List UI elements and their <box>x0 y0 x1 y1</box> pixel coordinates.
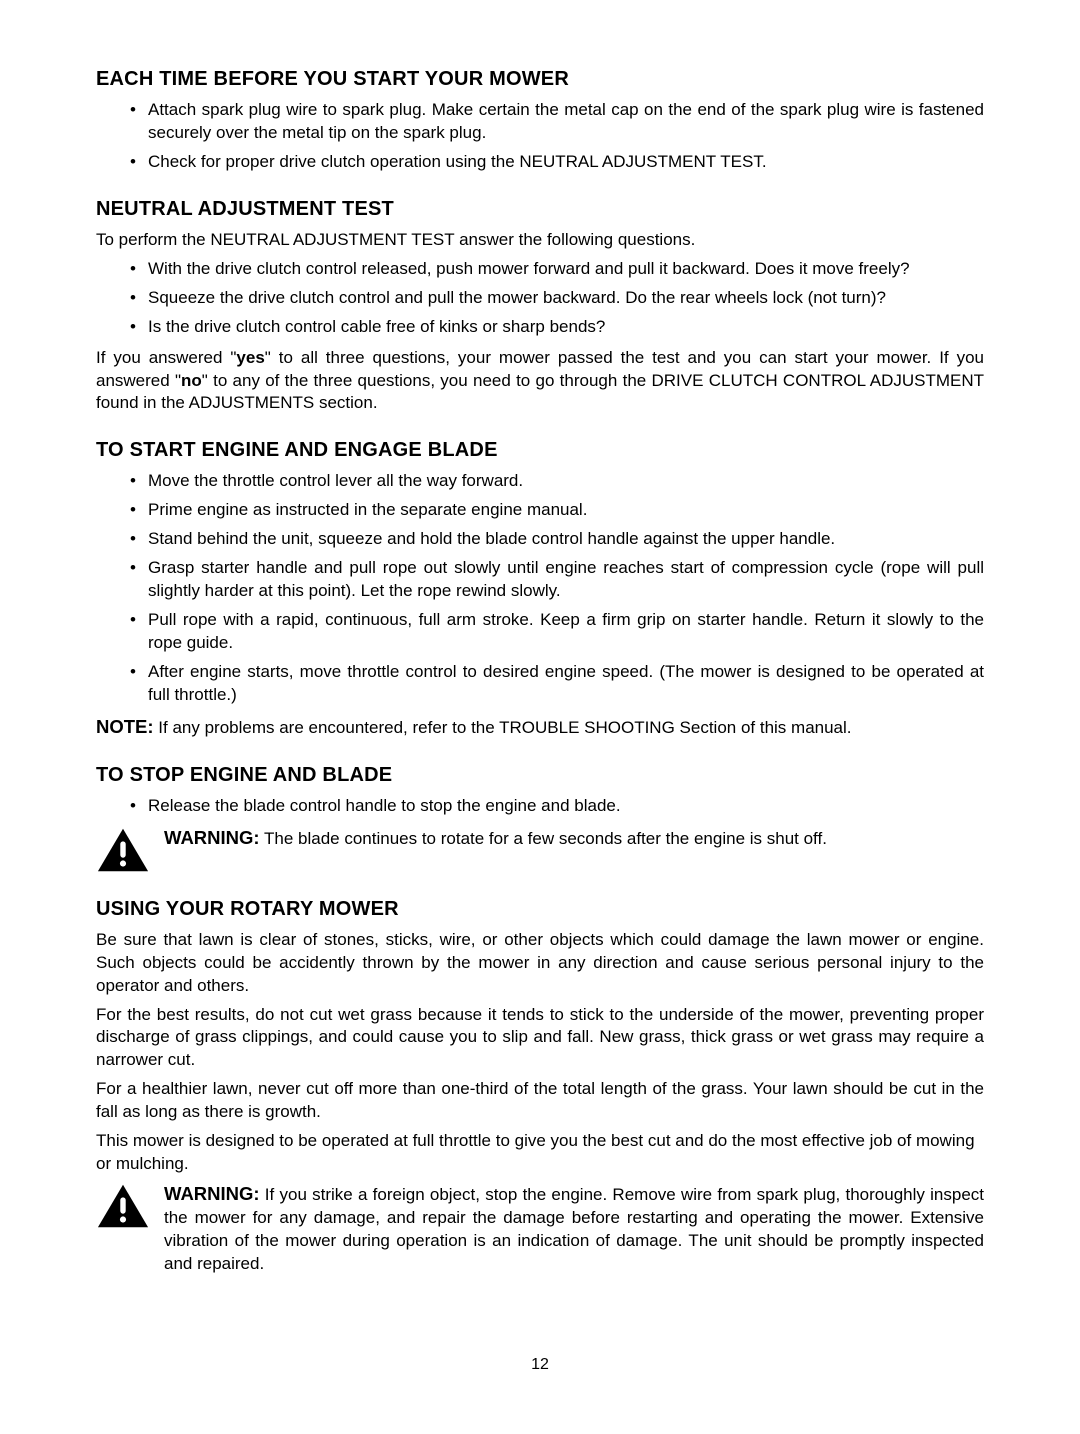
list-neutral-test: With the drive clutch control released, … <box>96 258 984 339</box>
para: Be sure that lawn is clear of stones, st… <box>96 929 984 998</box>
warning-label: WARNING: <box>164 827 260 848</box>
section-neutral-test: NEUTRAL ADJUSTMENT TEST To perform the N… <box>96 198 984 416</box>
heading-stop-engine: TO STOP ENGINE AND BLADE <box>96 764 984 787</box>
para: For the best results, do not cut wet gra… <box>96 1004 984 1073</box>
page-number: 12 <box>96 1356 984 1374</box>
warning-icon <box>96 1182 150 1230</box>
list-item: Is the drive clutch control cable free o… <box>148 316 984 339</box>
heading-start-engine: TO START ENGINE AND ENGAGE BLADE <box>96 439 984 462</box>
list-item: Stand behind the unit, squeeze and hold … <box>148 528 984 551</box>
after-neutral-test: If you answered "yes" to all three quest… <box>96 347 984 416</box>
section-before-start: EACH TIME BEFORE YOU START YOUR MOWER At… <box>96 68 984 174</box>
list-before-start: Attach spark plug wire to spark plug. Ma… <box>96 99 984 174</box>
warning-text: WARNING: If you strike a foreign object,… <box>164 1182 984 1276</box>
list-item: Release the blade control handle to stop… <box>148 795 984 818</box>
list-item: Grasp starter handle and pull rope out s… <box>148 557 984 603</box>
text: If you answered " <box>96 348 236 367</box>
para: This mower is designed to be operated at… <box>96 1130 984 1176</box>
text: " to any of the three questions, you nee… <box>96 371 984 413</box>
warning-text: WARNING: The blade continues to rotate f… <box>164 826 984 851</box>
section-using-mower: USING YOUR ROTARY MOWER Be sure that law… <box>96 898 984 1276</box>
heading-before-start: EACH TIME BEFORE YOU START YOUR MOWER <box>96 68 984 91</box>
intro-neutral-test: To perform the NEUTRAL ADJUSTMENT TEST a… <box>96 229 984 252</box>
para: For a healthier lawn, never cut off more… <box>96 1078 984 1124</box>
heading-neutral-test: NEUTRAL ADJUSTMENT TEST <box>96 198 984 221</box>
note-start-engine: NOTE: If any problems are encountered, r… <box>96 715 984 740</box>
warning-body: The blade continues to rotate for a few … <box>260 829 827 848</box>
section-stop-engine: TO STOP ENGINE AND BLADE Release the bla… <box>96 764 984 874</box>
warning-block: WARNING: If you strike a foreign object,… <box>96 1182 984 1276</box>
warning-icon <box>96 826 150 874</box>
bold-yes: yes <box>236 348 264 367</box>
list-stop-engine: Release the blade control handle to stop… <box>96 795 984 818</box>
list-item: With the drive clutch control released, … <box>148 258 984 281</box>
warning-label: WARNING: <box>164 1183 260 1204</box>
note-text: If any problems are encountered, refer t… <box>154 718 852 737</box>
heading-using-mower: USING YOUR ROTARY MOWER <box>96 898 984 921</box>
list-item: Pull rope with a rapid, continuous, full… <box>148 609 984 655</box>
section-start-engine: TO START ENGINE AND ENGAGE BLADE Move th… <box>96 439 984 739</box>
list-start-engine: Move the throttle control lever all the … <box>96 470 984 706</box>
manual-page: EACH TIME BEFORE YOU START YOUR MOWER At… <box>0 0 1080 1434</box>
list-item: Squeeze the drive clutch control and pul… <box>148 287 984 310</box>
list-item: Attach spark plug wire to spark plug. Ma… <box>148 99 984 145</box>
list-item: After engine starts, move throttle contr… <box>148 661 984 707</box>
list-item: Prime engine as instructed in the separa… <box>148 499 984 522</box>
bold-no: no <box>181 371 202 390</box>
list-item: Check for proper drive clutch operation … <box>148 151 984 174</box>
list-item: Move the throttle control lever all the … <box>148 470 984 493</box>
note-label: NOTE: <box>96 716 154 737</box>
warning-body: If you strike a foreign object, stop the… <box>164 1185 984 1273</box>
warning-block: WARNING: The blade continues to rotate f… <box>96 826 984 874</box>
